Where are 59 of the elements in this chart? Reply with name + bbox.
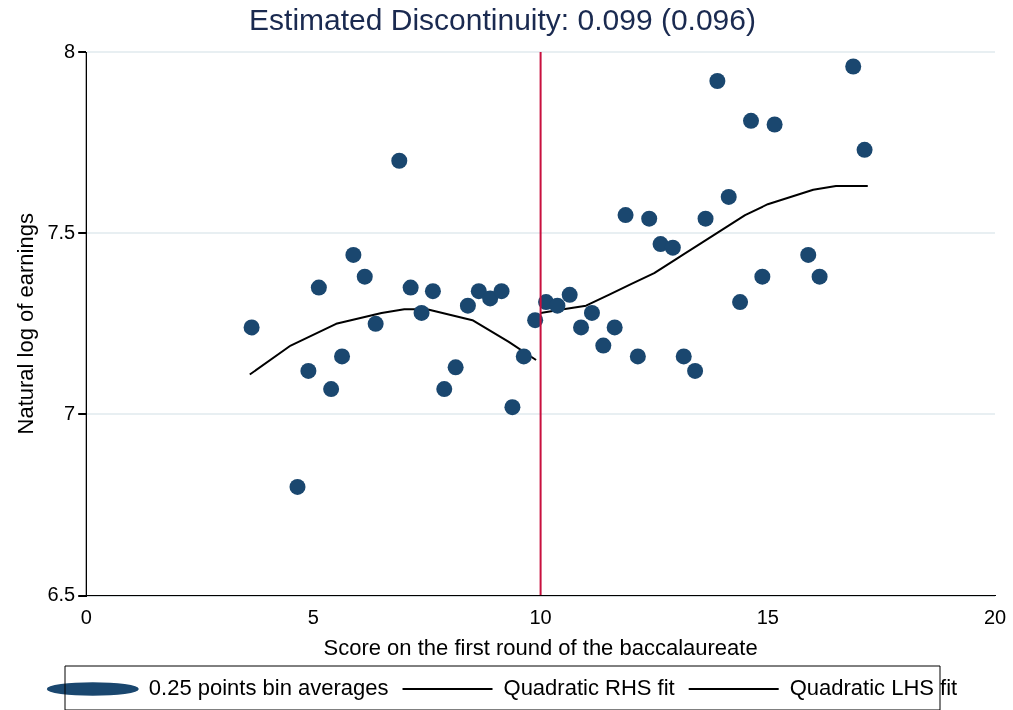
- x-tick-label: 10: [529, 606, 552, 629]
- point: [323, 381, 340, 398]
- point: [811, 268, 828, 285]
- chart-title: Estimated Discontinuity: 0.099 (0.096): [249, 3, 756, 37]
- y-tick-label: 7: [64, 401, 76, 424]
- point: [470, 283, 487, 300]
- point: [515, 348, 532, 365]
- point: [595, 337, 612, 354]
- point: [459, 297, 476, 314]
- point: [629, 348, 646, 365]
- point: [367, 315, 384, 332]
- point: [424, 283, 441, 300]
- point: [334, 348, 351, 365]
- y-tick-label: 8: [64, 39, 76, 62]
- point: [549, 297, 566, 314]
- point: [402, 279, 419, 296]
- point: [641, 210, 658, 227]
- point: [436, 381, 453, 398]
- x-tick-label: 0: [80, 606, 92, 629]
- legend-label: Quadratic RHS fit: [503, 675, 675, 701]
- point: [606, 319, 623, 336]
- point: [447, 359, 464, 376]
- point: [732, 294, 749, 311]
- y-tick-label: 6.5: [47, 583, 76, 606]
- point: [300, 362, 317, 379]
- point: [720, 188, 737, 205]
- point: [845, 58, 862, 75]
- point: [754, 268, 771, 285]
- point: [742, 112, 759, 129]
- legend-label: 0.25 points bin averages: [148, 675, 389, 701]
- point: [413, 304, 430, 321]
- point: [709, 72, 726, 89]
- point: [583, 304, 600, 321]
- point: [310, 279, 327, 296]
- point: [345, 246, 362, 263]
- point: [482, 290, 499, 307]
- point: [800, 246, 817, 263]
- y-tick-label: 7.5: [47, 220, 76, 243]
- point: [856, 141, 873, 158]
- point: [766, 116, 783, 133]
- x-tick-label: 20: [983, 606, 1007, 629]
- point: [675, 348, 692, 365]
- point: [356, 268, 373, 285]
- x-tick-label: 15: [756, 606, 779, 629]
- point: [664, 239, 681, 256]
- x-tick-label: 5: [307, 606, 319, 629]
- x-axis-title: Score on the first round of the baccalaureate: [323, 634, 758, 660]
- y-axis-title: Natural log of earnings: [13, 213, 39, 435]
- point: [243, 319, 260, 336]
- point: [493, 283, 510, 300]
- point: [561, 286, 578, 303]
- point: [391, 152, 408, 169]
- point: [687, 362, 704, 379]
- point: [504, 399, 521, 416]
- point: [617, 207, 634, 224]
- point: [289, 478, 306, 495]
- point: [697, 210, 714, 227]
- legend-label: Quadratic LHS fit: [789, 675, 958, 701]
- point: [573, 319, 590, 336]
